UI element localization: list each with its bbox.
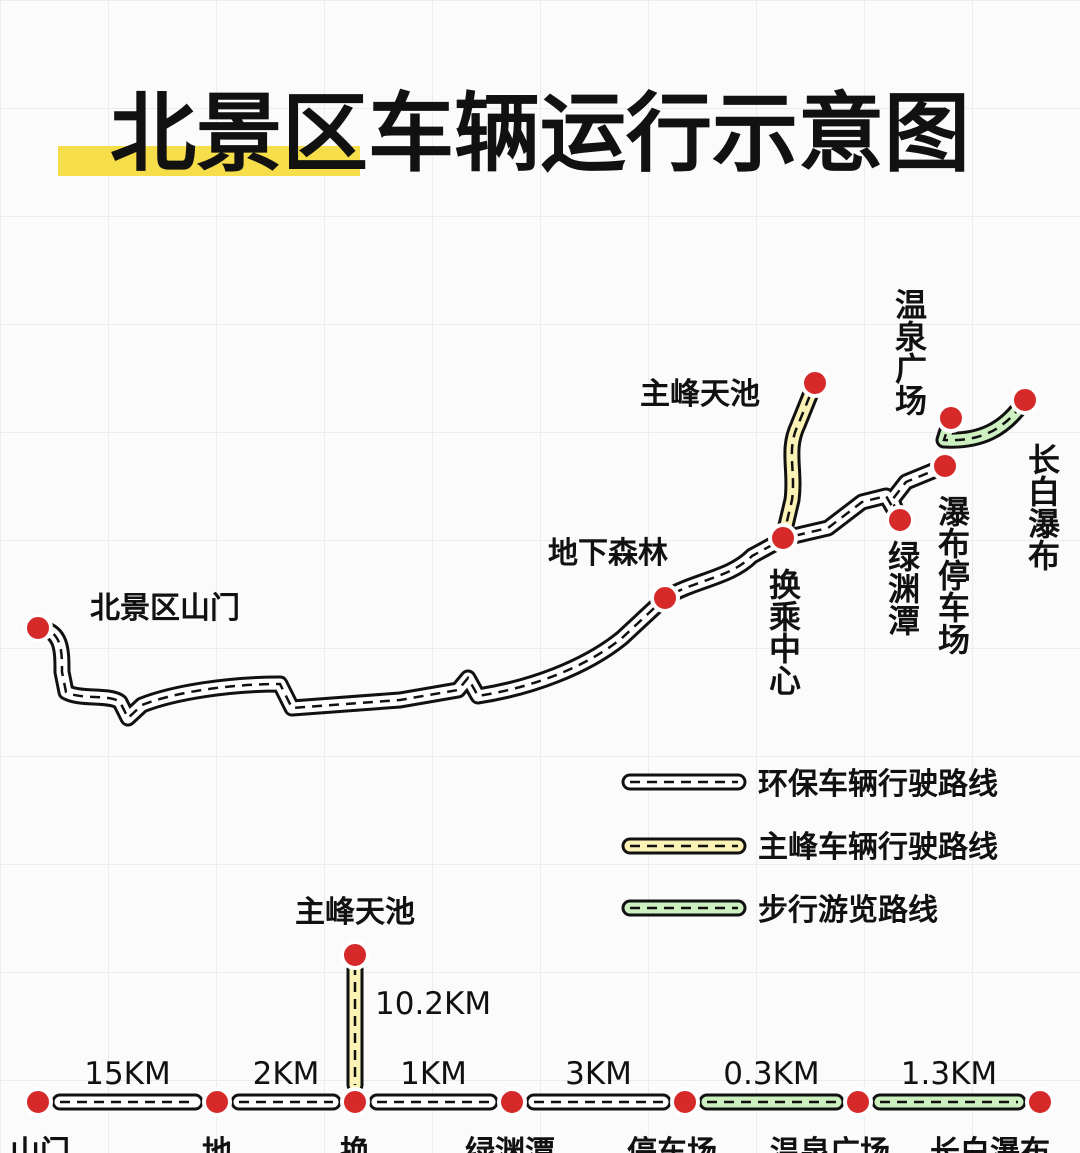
route-dash [781,382,817,539]
station-label: 换 [340,1135,371,1153]
route-dash [37,464,946,721]
legend-label: 步行游览路线 [758,893,938,928]
segment-distance: 2KM [253,1056,320,1092]
legend-label: 主峰车辆行驶路线 [758,830,998,865]
station-label: 北景区山门 [90,591,240,626]
branch-distance: 10.2KM [375,986,491,1022]
station-dot [497,1087,527,1117]
station-label: 地下森林 [548,536,668,571]
title: 北景区车辆运行示意图 [110,84,970,184]
segment-distance: 1KM [400,1056,467,1092]
station-label: 温泉广场 [890,288,928,416]
stations [23,368,1040,643]
station-dot [202,1087,232,1117]
routes [29,374,1034,727]
station-label: 瀑布停车场 [933,495,971,655]
station-dot [800,368,830,398]
station-label: 地 [202,1135,232,1153]
station-dot [885,505,915,535]
station-dot [650,583,680,613]
station-label: 停车场 [627,1135,717,1153]
linear-diagram: 15KM 2KM 1KM 3KM 0.3KM 1.3KM 山门 地 换 绿渊潭 停车场 温泉广场 长白瀑… [10,773,1055,1153]
station-label: 绿渊潭 [465,1135,555,1153]
legend-label: 环保车辆行驶路线 [758,767,998,802]
station-dot [23,1087,53,1117]
station-label: 长白瀑布 [1023,443,1061,571]
station-label: 主峰天池 [640,377,760,412]
station-dot [670,1087,700,1117]
station-dot [23,613,53,643]
segment-distance: 3KM [565,1056,632,1092]
station-label: 山门 [10,1135,70,1153]
segment-distance: 15KM [84,1056,171,1092]
station-dot [936,403,966,433]
segment-distance: 0.3KM [723,1056,819,1092]
station-dot [340,940,370,970]
station-dot [1025,1087,1055,1117]
station-dot [768,523,798,553]
station-label: 长白瀑布 [930,1135,1050,1153]
station-dot [1010,385,1040,415]
title-highlight [58,146,360,176]
station-label: 温泉广场 [770,1135,890,1153]
station-dot [843,1087,873,1117]
segment-distance: 1.3KM [901,1056,997,1092]
station-dot [340,1087,370,1117]
station-label: 换乘中心 [764,568,802,696]
branch-label: 主峰天池 [295,895,415,930]
station-dot [930,451,960,481]
station-label: 绿渊潭 [883,540,921,636]
